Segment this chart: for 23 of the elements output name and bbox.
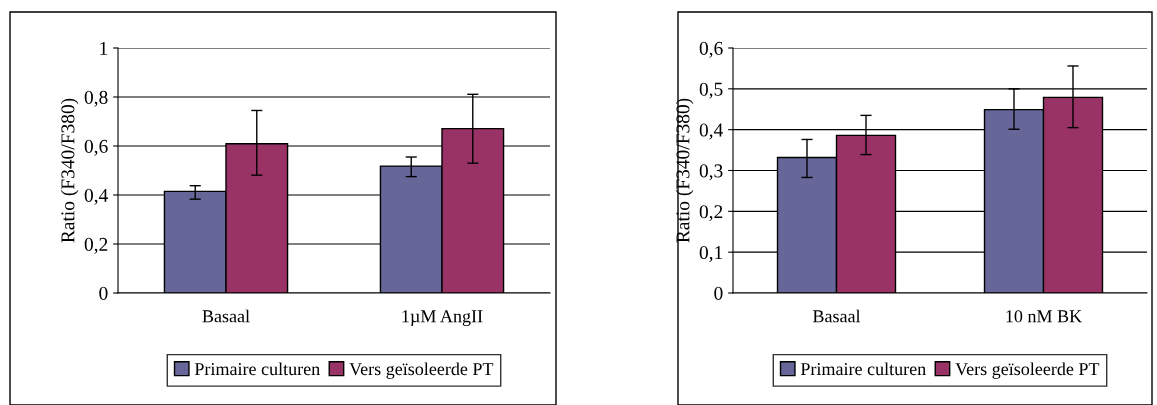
y-tick-label: 0,1 bbox=[699, 245, 723, 262]
y-tick-label: 1 bbox=[100, 41, 108, 55]
legend-label: Vers geïsoleerde PT bbox=[955, 362, 1100, 379]
x-tick-label: 10 nM BK bbox=[1006, 310, 1082, 323]
y-tick-label: 0,6 bbox=[84, 139, 108, 156]
legend-label: Primaire culturen bbox=[194, 362, 320, 376]
y-axis-title: Ratio (F340/F380) bbox=[675, 98, 694, 243]
legend-label: Primaire culturen bbox=[800, 362, 926, 376]
x-tick-label: 1µM AngII bbox=[402, 310, 483, 327]
y-tick-label: 0,3 bbox=[699, 164, 723, 181]
x-tick-label: Basaal bbox=[202, 309, 250, 323]
y-tick-label: 0 bbox=[99, 286, 108, 300]
y-tick-label: 0,8 bbox=[84, 90, 108, 107]
y-tick-label: 0,4 bbox=[699, 123, 723, 140]
y-tick-label: 0,5 bbox=[699, 82, 723, 99]
y-tick-label: 0,6 bbox=[699, 41, 723, 58]
x-tick-label: Basaal bbox=[812, 309, 861, 323]
y-tick-label: 0,4 bbox=[84, 188, 108, 205]
y-axis-title: Ratio (F340/F380) bbox=[60, 98, 79, 243]
y-tick-label: 0,2 bbox=[84, 237, 108, 254]
y-tick-label: 0 bbox=[714, 286, 723, 300]
y-tick-label: 0,2 bbox=[699, 205, 723, 222]
legend-label: Vers geïsoleerde PT bbox=[349, 362, 494, 379]
